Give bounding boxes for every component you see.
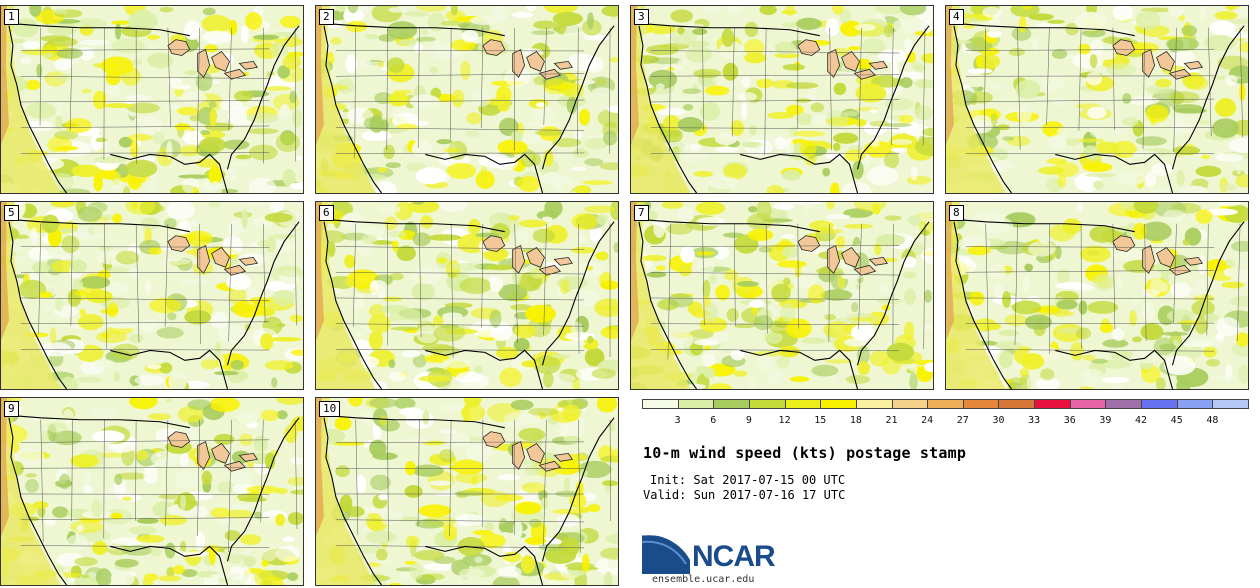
legend-tick-label: 42	[1135, 415, 1148, 426]
legend-tick-label: 3	[674, 415, 681, 426]
color-legend	[642, 399, 1249, 411]
legend-swatch	[1141, 399, 1178, 409]
legend-tick-label: 6	[710, 415, 717, 426]
member-number: 9	[4, 401, 19, 417]
legend-swatch	[1034, 399, 1071, 409]
legend-tick-label: 12	[778, 415, 791, 426]
ensemble-member-panel: 10	[315, 397, 619, 586]
ensemble-member-panel: 3	[630, 5, 934, 194]
ensemble-member-panel: 4	[945, 5, 1249, 194]
legend-tick-label: 21	[885, 415, 898, 426]
legend-swatch	[642, 399, 679, 409]
legend-tick-label: 45	[1170, 415, 1183, 426]
legend-swatch	[820, 399, 857, 409]
member-number: 5	[4, 205, 19, 221]
ensemble-member-panel: 1	[0, 5, 304, 194]
legend-swatch	[998, 399, 1036, 409]
legend-swatch	[748, 399, 786, 409]
legend-swatch	[1105, 399, 1143, 409]
legend-tick-label: 24	[921, 415, 934, 426]
ensemble-member-panel: 2	[315, 5, 619, 194]
legend-swatch	[1176, 399, 1214, 409]
legend-tick-label: 27	[956, 415, 969, 426]
legend-tick-label: 39	[1099, 415, 1112, 426]
init-time: Init: Sat 2017-07-15 00 UTC	[650, 473, 846, 487]
ensemble-member-panel: 7	[630, 201, 934, 390]
legend-swatch	[962, 399, 1000, 409]
legend-tick-label: 15	[814, 415, 827, 426]
ensemble-member-panel: 6	[315, 201, 619, 390]
member-number: 1	[4, 9, 19, 25]
member-number: 10	[319, 401, 341, 417]
legend-tick-label: 18	[849, 415, 862, 426]
member-number: 8	[949, 205, 964, 221]
legend-swatch	[891, 399, 929, 409]
chart-title: 10-m wind speed (kts) postage stamp	[643, 444, 967, 462]
ensemble-member-panel: 8	[945, 201, 1249, 390]
ncar-logo-icon	[642, 532, 694, 574]
legend-tick-label: 48	[1206, 415, 1219, 426]
member-number: 4	[949, 9, 964, 25]
legend-swatch	[1212, 399, 1249, 409]
member-number: 6	[319, 205, 334, 221]
valid-time: Valid: Sun 2017-07-16 17 UTC	[643, 488, 846, 502]
ensemble-member-panel: 9	[0, 397, 304, 586]
legend-tick-label: 30	[992, 415, 1005, 426]
legend-swatch	[713, 399, 750, 409]
legend-swatch	[784, 399, 822, 409]
member-number: 2	[319, 9, 334, 25]
website-url[interactable]: ensemble.ucar.edu	[652, 574, 755, 585]
legend-swatch	[1069, 399, 1107, 409]
ensemble-member-panel: 5	[0, 201, 304, 390]
legend-ticks: 3 6 9 12 15 18 21 24 27 30 33 36 39 42 45 48	[642, 415, 1248, 429]
logo-wordmark: NCAR	[692, 540, 776, 573]
legend-swatch	[855, 399, 893, 409]
legend-tick-label: 36	[1063, 415, 1076, 426]
member-number: 3	[634, 9, 649, 25]
legend-swatch	[677, 399, 715, 409]
legend-swatch	[927, 399, 964, 409]
legend-tick-label: 33	[1028, 415, 1041, 426]
legend-tick-label: 9	[745, 415, 752, 426]
member-number: 7	[634, 205, 649, 221]
